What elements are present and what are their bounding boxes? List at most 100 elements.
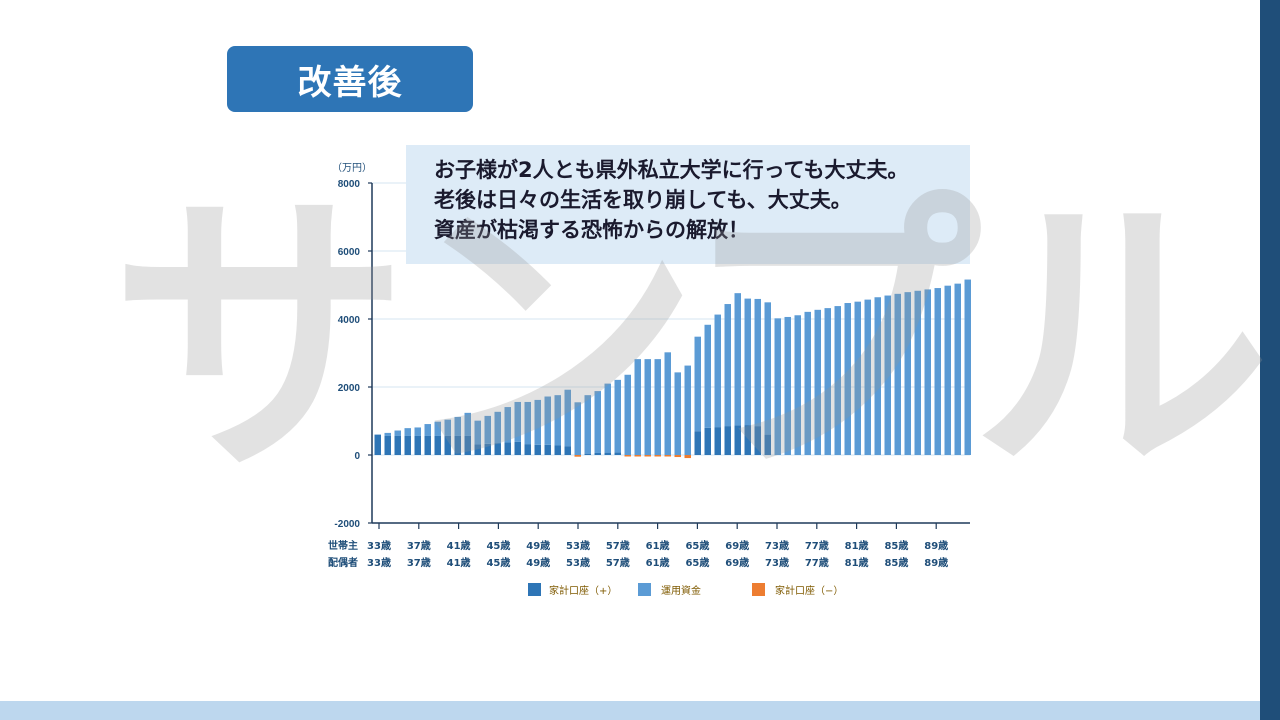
x-row-label: 配偶者 bbox=[328, 556, 358, 569]
x-tick-label: 57歳 bbox=[606, 556, 630, 569]
x-tick-label: 69歳 bbox=[725, 539, 749, 552]
bar-household-plus bbox=[604, 452, 611, 455]
bar-fund bbox=[534, 399, 541, 445]
legend-swatch bbox=[638, 583, 651, 596]
bar-fund bbox=[444, 419, 451, 436]
bar-fund bbox=[504, 407, 511, 443]
bar-household-plus bbox=[554, 445, 561, 455]
bar-fund bbox=[734, 293, 741, 426]
bar-household-plus bbox=[744, 425, 751, 455]
bar-household-minus bbox=[654, 455, 661, 457]
bar-household-minus bbox=[634, 455, 641, 457]
bar-fund bbox=[684, 365, 691, 455]
x-tick-label: 69歳 bbox=[725, 556, 749, 569]
x-tick-label: 81歳 bbox=[845, 539, 869, 552]
bar-household-plus bbox=[594, 452, 601, 455]
bar-fund bbox=[624, 374, 631, 455]
bar-fund bbox=[574, 402, 581, 455]
bar-household-plus bbox=[724, 426, 731, 455]
bar-fund bbox=[544, 396, 551, 445]
bar-fund bbox=[804, 311, 811, 455]
bar-household-plus bbox=[404, 435, 411, 455]
bar-household-plus bbox=[464, 435, 471, 455]
bar-fund bbox=[424, 424, 431, 436]
bar-household-plus bbox=[394, 435, 401, 455]
callout-line-3: 資産が枯渇する恐怖からの解放！ bbox=[434, 218, 749, 242]
bar-fund bbox=[754, 298, 761, 427]
x-tick-label: 49歳 bbox=[526, 539, 550, 552]
bar-fund bbox=[414, 427, 421, 436]
bar-household-minus bbox=[644, 455, 651, 457]
bar-household-plus bbox=[474, 444, 481, 455]
legend-label: 運用資金 bbox=[661, 584, 701, 597]
legend: 家計口座（+） 運用資金 家計口座（−） bbox=[528, 583, 843, 597]
bar-fund bbox=[834, 306, 841, 455]
bar-household-plus bbox=[504, 442, 511, 455]
after-improvement-badge: 改善後 bbox=[227, 46, 473, 112]
bar-fund bbox=[604, 383, 611, 453]
x-tick-label: 73歳 bbox=[765, 556, 789, 569]
x-tick-label: 53歳 bbox=[566, 556, 590, 569]
x-tick-label: 37歳 bbox=[407, 539, 431, 552]
bar-fund bbox=[884, 295, 891, 455]
x-tick-label: 61歳 bbox=[646, 556, 670, 569]
bar-fund bbox=[654, 359, 661, 455]
bar-household-plus bbox=[714, 427, 721, 455]
x-tick-label: 65歳 bbox=[685, 556, 709, 569]
bar-fund bbox=[564, 389, 571, 447]
bar-fund bbox=[934, 288, 941, 455]
y-tick-label: 4000 bbox=[338, 315, 361, 326]
bar-fund bbox=[794, 315, 801, 455]
y-tick-label: 0 bbox=[354, 451, 360, 462]
bar-household-plus bbox=[444, 435, 451, 455]
axis-layer: 8000 6000 4000 2000 0 -2000 （万円） 世帯主 33歳 37歳 41歳 45… bbox=[328, 162, 970, 569]
bar-fund bbox=[474, 420, 481, 445]
right-accent-bar bbox=[1260, 0, 1280, 720]
bar-fund bbox=[724, 304, 731, 427]
x-tick-label: 77歳 bbox=[805, 539, 829, 552]
bar-household-plus bbox=[764, 434, 771, 455]
bar-household-plus bbox=[494, 443, 501, 455]
bar-fund bbox=[694, 336, 701, 432]
bar-fund bbox=[844, 303, 851, 455]
bar-fund bbox=[914, 290, 921, 455]
y-tick-label: -2000 bbox=[334, 519, 360, 530]
bar-household-minus bbox=[684, 455, 691, 459]
summary-callout: お子様が2人とも県外私立大学に行っても大丈夫。 老後は日々の生活を取り崩しても、… bbox=[406, 145, 970, 264]
x-tick-label: 45歳 bbox=[486, 539, 510, 552]
x-tick-label: 57歳 bbox=[606, 539, 630, 552]
x-tick-label: 37歳 bbox=[407, 556, 431, 569]
x-tick-label: 53歳 bbox=[566, 539, 590, 552]
bar-fund bbox=[744, 298, 751, 426]
x-tick-label: 81歳 bbox=[845, 556, 869, 569]
x-tick-label: 45歳 bbox=[486, 556, 510, 569]
bar-fund bbox=[864, 299, 871, 455]
x-tick-label: 85歳 bbox=[884, 556, 908, 569]
bar-household-plus bbox=[524, 444, 531, 455]
bar-fund bbox=[704, 324, 711, 428]
x-tick-label: 73歳 bbox=[765, 539, 789, 552]
bar-fund bbox=[944, 285, 951, 455]
x-row-label: 世帯主 bbox=[328, 539, 358, 552]
bar-household-plus bbox=[694, 431, 701, 455]
legend-swatch bbox=[528, 583, 541, 596]
bar-fund bbox=[434, 421, 441, 436]
bar-household-plus bbox=[484, 443, 491, 455]
x-tick-label: 61歳 bbox=[646, 539, 670, 552]
bar-fund bbox=[394, 430, 401, 436]
y-tick-label: 6000 bbox=[338, 247, 361, 258]
bar-fund bbox=[464, 412, 471, 436]
bar-household-minus bbox=[624, 455, 631, 457]
bar-layer bbox=[374, 279, 971, 459]
x-tick-label: 49歳 bbox=[526, 556, 550, 569]
bar-household-plus bbox=[384, 435, 391, 455]
bar-fund bbox=[714, 314, 721, 428]
y-axis-unit-label: （万円） bbox=[332, 162, 372, 174]
bar-fund bbox=[494, 411, 501, 444]
bar-fund bbox=[814, 309, 821, 455]
bar-fund bbox=[454, 416, 461, 436]
x-tick-label: 85歳 bbox=[884, 539, 908, 552]
bar-fund bbox=[614, 379, 621, 453]
bar-household-plus bbox=[424, 435, 431, 455]
bar-household-plus bbox=[434, 435, 441, 455]
